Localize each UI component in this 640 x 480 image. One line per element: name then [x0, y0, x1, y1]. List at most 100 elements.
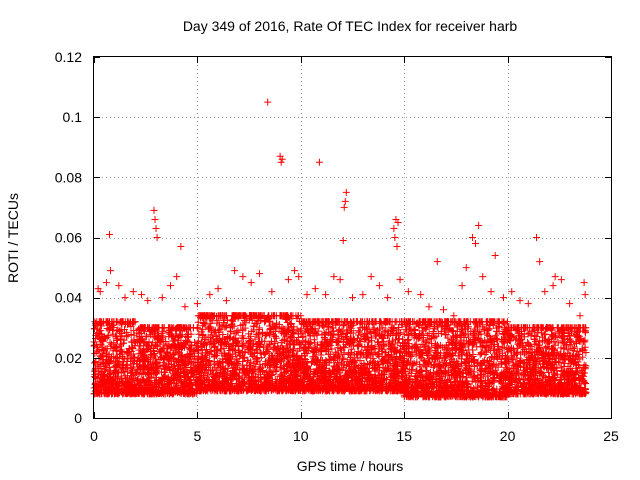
data-point: [336, 366, 344, 374]
data-point: [143, 342, 151, 350]
data-point: [148, 388, 156, 396]
data-point: [217, 383, 225, 391]
data-point: [151, 328, 159, 336]
data-point: [184, 353, 192, 361]
data-point: [91, 318, 99, 326]
data-point: [90, 342, 98, 350]
data-point: [365, 338, 373, 346]
data-point: [317, 340, 325, 348]
data-point: [366, 328, 374, 336]
data-point: [225, 382, 233, 390]
data-point: [123, 328, 131, 336]
data-point: [155, 389, 163, 397]
data-point: [138, 376, 146, 384]
data-point: [290, 323, 298, 331]
data-point: [212, 373, 220, 381]
data-point: [283, 312, 291, 320]
data-point: [178, 379, 186, 387]
data-point: [391, 336, 399, 344]
data-point: [233, 355, 241, 363]
data-point: [214, 316, 222, 324]
data-point: [255, 338, 263, 346]
chart-title: Day 349 of 2016, Rate Of TEC Index for r…: [183, 18, 518, 34]
data-point: [286, 375, 294, 383]
data-point: [339, 364, 347, 372]
data-point: [194, 367, 202, 375]
data-point: [178, 341, 186, 349]
data-point: [91, 366, 99, 374]
data-point: [278, 378, 286, 386]
data-point: [195, 368, 203, 376]
data-point: [210, 344, 218, 352]
data-point: [232, 342, 240, 350]
data-point: [265, 349, 273, 357]
data-point: [265, 340, 273, 348]
data-point: [379, 324, 387, 332]
data-point: [371, 343, 379, 351]
data-point: [270, 345, 278, 353]
data-point: [205, 356, 213, 364]
data-point: [184, 333, 192, 341]
data-point: [357, 338, 365, 346]
data-point: [154, 362, 162, 370]
data-point: [203, 345, 211, 353]
data-point: [329, 383, 337, 391]
data-point: [117, 347, 125, 355]
data-point: [251, 319, 259, 327]
data-point: [266, 356, 274, 364]
data-point: [233, 387, 241, 395]
data-point: [221, 372, 229, 380]
data-point: [271, 361, 279, 369]
data-point: [301, 355, 309, 363]
data-point: [296, 345, 304, 353]
data-point: [178, 387, 186, 395]
data-point: [152, 368, 160, 376]
data-point: [222, 322, 230, 330]
data-point: [337, 359, 345, 367]
data-point: [160, 354, 168, 362]
data-point: [134, 354, 142, 362]
data-point: [366, 351, 374, 359]
data-point: [287, 381, 295, 389]
data-point: [350, 342, 358, 350]
data-point: [148, 361, 156, 369]
data-point: [140, 385, 148, 393]
data-point: [229, 312, 237, 320]
data-point: [220, 340, 228, 348]
data-point: [114, 354, 122, 362]
data-point: [169, 362, 177, 370]
data-point: [180, 368, 188, 376]
data-point: [117, 340, 125, 348]
data-point: [317, 377, 325, 385]
data-point: [224, 364, 232, 372]
data-point: [239, 312, 247, 320]
data-point: [229, 386, 237, 394]
data-point: [244, 357, 252, 365]
data-point: [105, 360, 113, 368]
data-point: [206, 323, 214, 331]
data-point: [165, 364, 173, 372]
data-point: [272, 368, 280, 376]
data-point: [285, 361, 293, 369]
data-point: [248, 372, 256, 380]
data-point: [272, 319, 280, 327]
data-point: [171, 336, 179, 344]
data-point: [261, 360, 269, 368]
data-point: [245, 334, 253, 342]
data-point: [213, 352, 221, 360]
data-point: [97, 352, 105, 360]
data-point: [241, 324, 249, 332]
data-point: [153, 343, 161, 351]
data-point: [189, 390, 197, 398]
data-point: [147, 350, 155, 358]
data-point: [105, 375, 113, 383]
data-point: [118, 348, 126, 356]
data-point: [117, 369, 125, 377]
data-point: [222, 312, 230, 320]
data-point: [113, 354, 121, 362]
data-point: [152, 355, 160, 363]
data-point: [370, 358, 378, 366]
data-point: [141, 365, 149, 373]
data-point: [105, 326, 113, 334]
data-point: [184, 389, 192, 397]
